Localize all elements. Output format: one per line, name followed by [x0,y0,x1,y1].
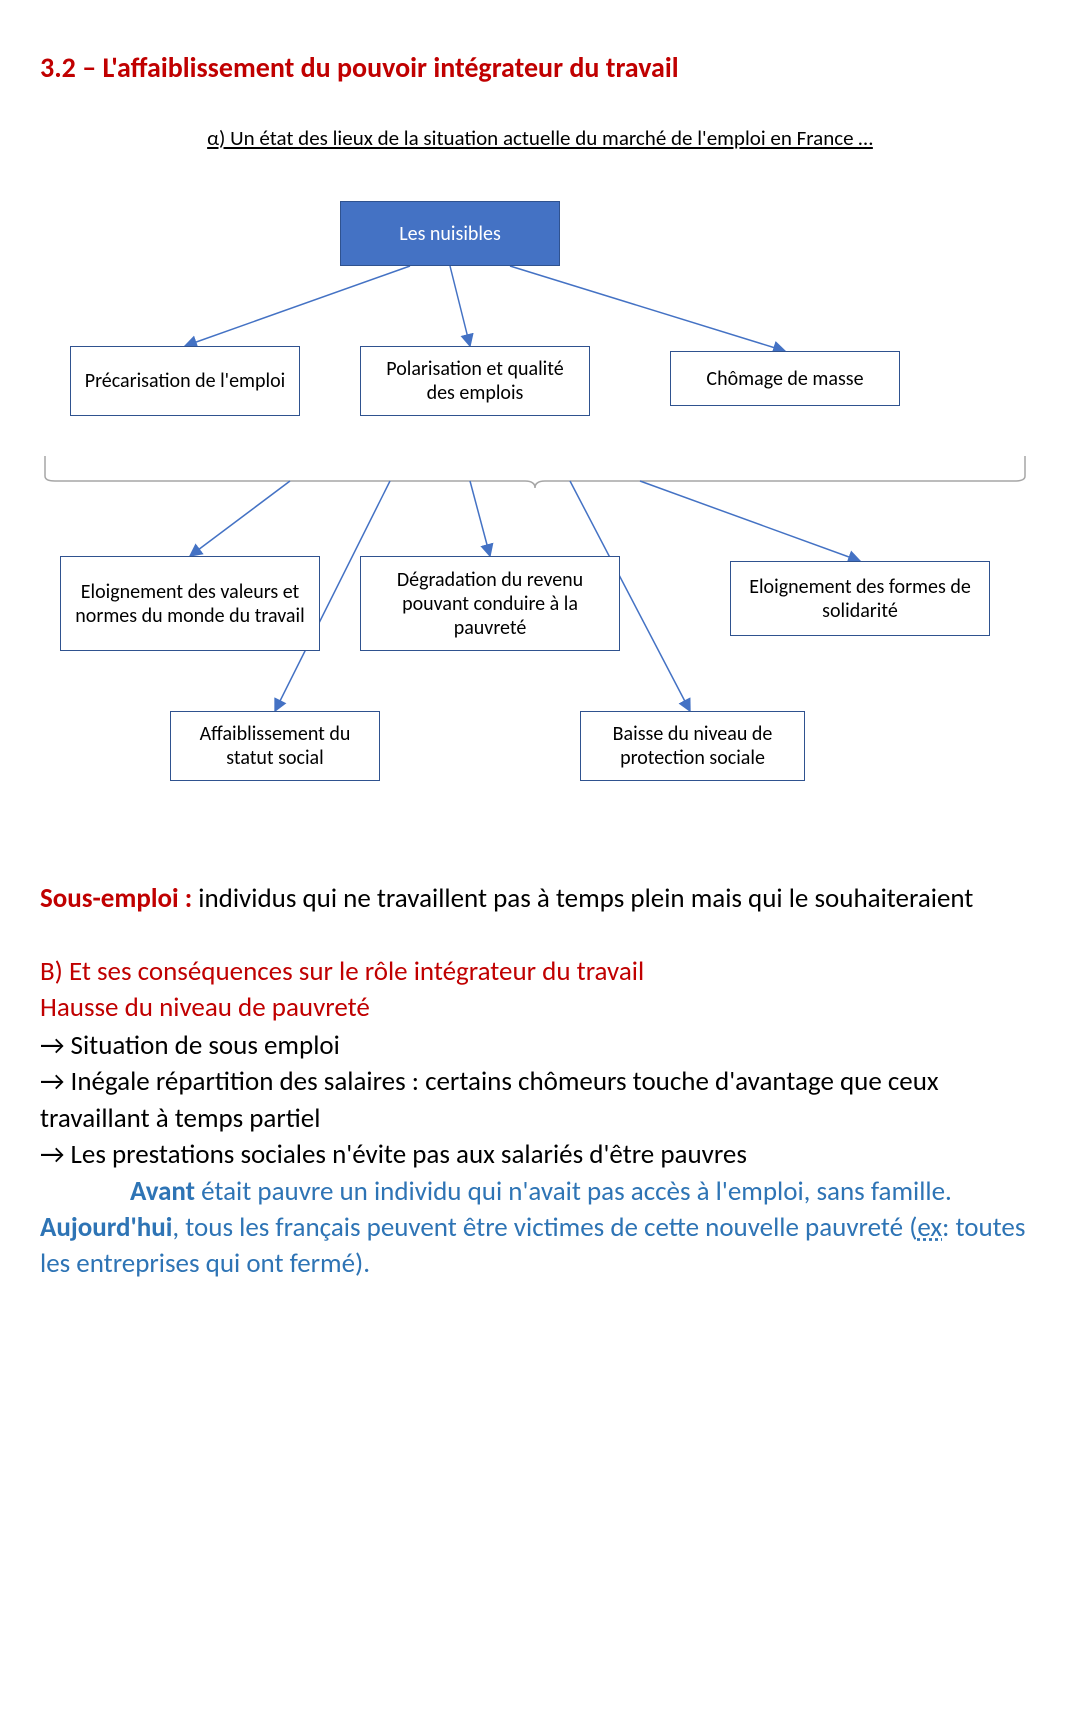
node-eloignement-solidarite: Eloignement des formes de solidarité [730,561,990,636]
node-affaiblissement: Affaiblissement du statut social [170,711,380,781]
ex-label: ex [917,1211,942,1244]
node-precarisation: Précarisation de l'emploi [70,346,300,416]
edge [450,266,470,346]
edge [510,266,785,351]
avant-text: était pauvre un individu qui n'avait pas… [195,1175,952,1208]
hausse-heading: Hausse du niveau de pauvreté [40,990,1040,1026]
bullet-1: → Situation de sous emploi [40,1027,1040,1064]
flowchart-diagram: Les nuisibles Précarisation de l'emploi … [40,201,1040,841]
edge [190,481,290,556]
section-heading: 3.2 – L'affaiblissement du pouvoir intég… [40,50,1040,85]
node-baisse-protection: Baisse du niveau de protection sociale [580,711,805,781]
bullet-3: → Les prestations sociales n'évite pas a… [40,1137,1040,1173]
node-chomage: Chômage de masse [670,351,900,406]
node-polarisation: Polarisation et qualité des emplois [360,346,590,416]
bracket-path [45,456,1025,488]
section-b-heading: B) Et ses conséquences sur le rôle intég… [40,954,1040,990]
aujourdhui-bold: Aujourd'hui [40,1211,172,1244]
bullet-1-text: → Situation de sous emploi [40,1029,340,1062]
sous-emploi-paragraph: Sous-emploi : individus qui ne travaille… [40,881,1040,917]
node-root: Les nuisibles [340,201,560,266]
edge [185,266,410,346]
sous-emploi-label: Sous-emploi : [40,882,192,915]
avant-paragraph: Avant était pauvre un individu qui n'ava… [40,1174,1040,1283]
bullet-2: → Inégale répartition des salaires : cer… [40,1064,1040,1137]
node-eloignement-valeurs: Eloignement des valeurs et normes du mon… [60,556,320,651]
edge [640,481,860,561]
bullet-2-text: → Inégale répartition des salaires : cer… [40,1065,939,1134]
subsection-heading: α) Un état des lieux de la situation act… [40,125,1040,151]
avant-bold: Avant [130,1175,195,1208]
body-text-block: Sous-emploi : individus qui ne travaille… [40,881,1040,1283]
edge [470,481,490,556]
node-degradation: Dégradation du revenu pouvant conduire à… [360,556,620,651]
aujourdhui-text: , tous les français peuvent être victime… [172,1211,909,1244]
bullet-3-text: → Les prestations sociales n'évite pas a… [40,1138,747,1171]
sous-emploi-definition: individus qui ne travaillent pas à temps… [192,882,973,915]
